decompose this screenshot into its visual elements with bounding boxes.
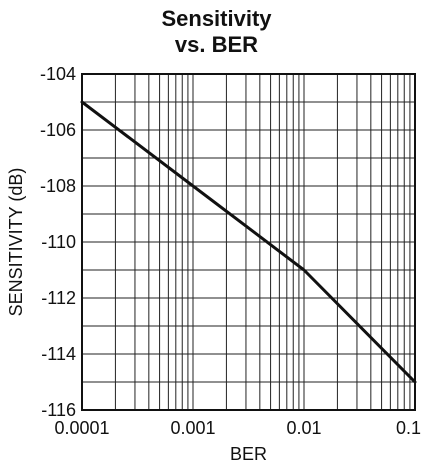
x-tick-label: 0.01 xyxy=(286,418,321,438)
grid-lines xyxy=(82,74,415,410)
y-tick-label: -116 xyxy=(41,400,76,420)
y-tick-label: -114 xyxy=(41,344,76,364)
x-tick-label: 0.1 xyxy=(396,418,421,438)
y-tick-label: -104 xyxy=(40,64,76,84)
y-tick-label: -106 xyxy=(40,120,76,140)
x-axis-label: BER xyxy=(230,444,267,464)
x-tick-label: 0.0001 xyxy=(54,418,109,438)
y-axis-label: SENSITIVITY (dB) xyxy=(6,168,26,317)
x-tick-label: 0.001 xyxy=(170,418,215,438)
y-tick-label: -108 xyxy=(40,176,76,196)
y-tick-labels: -104 -106 -108 -110 -112 -114 -116 xyxy=(40,64,76,420)
x-tick-labels: 0.0001 0.001 0.01 0.1 xyxy=(54,418,421,438)
y-tick-label: -112 xyxy=(41,288,76,308)
y-tick-label: -110 xyxy=(41,232,76,252)
